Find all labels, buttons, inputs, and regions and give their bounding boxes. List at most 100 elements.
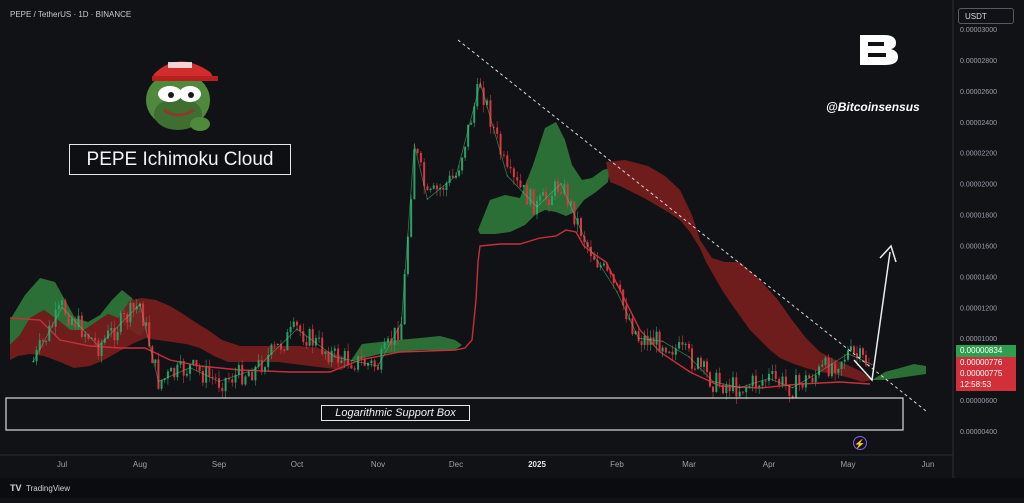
candle-body: [684, 343, 687, 345]
candle-body: [464, 146, 467, 158]
candle-body: [821, 364, 824, 367]
kijun-baseline: [9, 229, 871, 389]
x-tick-label: Aug: [133, 460, 147, 469]
candle-body: [347, 351, 350, 366]
candle-body: [506, 155, 509, 167]
candle-body: [231, 379, 234, 383]
candle-body: [824, 357, 827, 365]
candle-body: [54, 309, 57, 327]
candle-body: [179, 360, 182, 365]
candle-body: [728, 384, 731, 392]
candle-body: [185, 373, 188, 376]
candle-body: [738, 391, 741, 397]
candle-body: [674, 348, 677, 355]
candle-body: [637, 331, 640, 342]
candle-body: [357, 356, 360, 370]
candle-body: [435, 185, 438, 190]
candle-body: [67, 314, 70, 326]
candle-body: [393, 327, 396, 346]
candle-body: [859, 348, 861, 359]
candle-body: [273, 344, 276, 346]
candle-body: [741, 391, 744, 393]
candle-body: [509, 166, 512, 169]
candle-body: [801, 383, 804, 388]
candle-body: [289, 326, 292, 333]
candle-body: [652, 337, 655, 345]
currency-selector[interactable]: USDT: [958, 8, 1014, 24]
tradingview-logo-icon[interactable]: TV: [10, 483, 22, 493]
x-tick-label: May: [840, 460, 855, 469]
candle-body: [370, 360, 373, 364]
price-point: [637, 337, 640, 340]
candle-body: [542, 192, 544, 196]
bitcoinsensus-logo-icon: [858, 33, 900, 72]
price-point: [536, 206, 538, 208]
candle-body: [129, 303, 132, 323]
price-tag-countdown: 12:58:53: [956, 379, 1016, 391]
candle-body: [862, 348, 864, 355]
candle-body: [808, 375, 811, 378]
candle-body: [788, 384, 791, 396]
candle-body: [451, 175, 454, 178]
candle-body: [619, 284, 622, 290]
x-tick-label: Nov: [371, 460, 385, 469]
candle-body: [655, 331, 658, 345]
lightning-icon[interactable]: ⚡: [853, 436, 867, 450]
candle-body: [602, 263, 605, 266]
candle-body: [363, 359, 366, 366]
candle-body: [622, 289, 625, 306]
candle-body: [244, 376, 247, 385]
candle-body: [668, 351, 671, 353]
candle-body: [100, 342, 103, 356]
candle-body: [827, 357, 830, 377]
candle-body: [536, 200, 538, 215]
candle-body: [57, 304, 60, 310]
candle-body: [107, 330, 109, 339]
candle-body: [419, 152, 422, 163]
candle-body: [377, 366, 379, 370]
candle-body: [570, 201, 572, 206]
chart-title-box: PEPE Ichimoku Cloud: [69, 144, 291, 175]
candle-body: [722, 384, 724, 394]
candle-body: [499, 133, 502, 155]
candle-body: [840, 361, 843, 370]
candle-body: [163, 378, 166, 380]
y-tick-label: 0.00003000: [960, 27, 997, 34]
candle-body: [257, 360, 260, 367]
candle-body: [661, 347, 664, 352]
candle-body: [479, 84, 482, 88]
y-tick-label: 0.00001600: [960, 243, 997, 250]
candle-body: [429, 188, 432, 191]
candle-body: [292, 321, 295, 327]
x-tick-label: Apr: [763, 460, 776, 469]
candle-body: [681, 342, 684, 345]
candle-body: [224, 377, 227, 392]
candle-body: [814, 375, 817, 382]
y-tick-label: 0.00002600: [960, 89, 997, 96]
candle-body: [237, 364, 240, 375]
candle-body: [830, 363, 833, 377]
candle-body: [791, 395, 794, 399]
candle-body: [837, 369, 840, 373]
candle-body: [551, 195, 553, 206]
candle-body: [103, 338, 106, 343]
candle-body: [119, 313, 122, 333]
candle-body: [516, 177, 519, 181]
tradingview-brand[interactable]: TradingView: [26, 484, 71, 493]
price-tag-3: 0.00000775: [956, 368, 1016, 380]
candle-body: [843, 359, 846, 362]
x-tick-label: Dec: [449, 460, 463, 469]
candle-body: [308, 329, 311, 346]
candle-body: [123, 313, 125, 315]
candle-body: [658, 331, 661, 352]
candle-body: [448, 175, 451, 183]
candle-body: [612, 274, 615, 284]
candle-body: [423, 162, 426, 187]
candle-body: [646, 335, 649, 345]
candle-body: [764, 380, 767, 382]
candle-body: [145, 322, 148, 326]
candle-body: [214, 377, 217, 379]
symbol-header[interactable]: PEPE / TetherUS · 1D · BINANCE: [10, 10, 132, 19]
